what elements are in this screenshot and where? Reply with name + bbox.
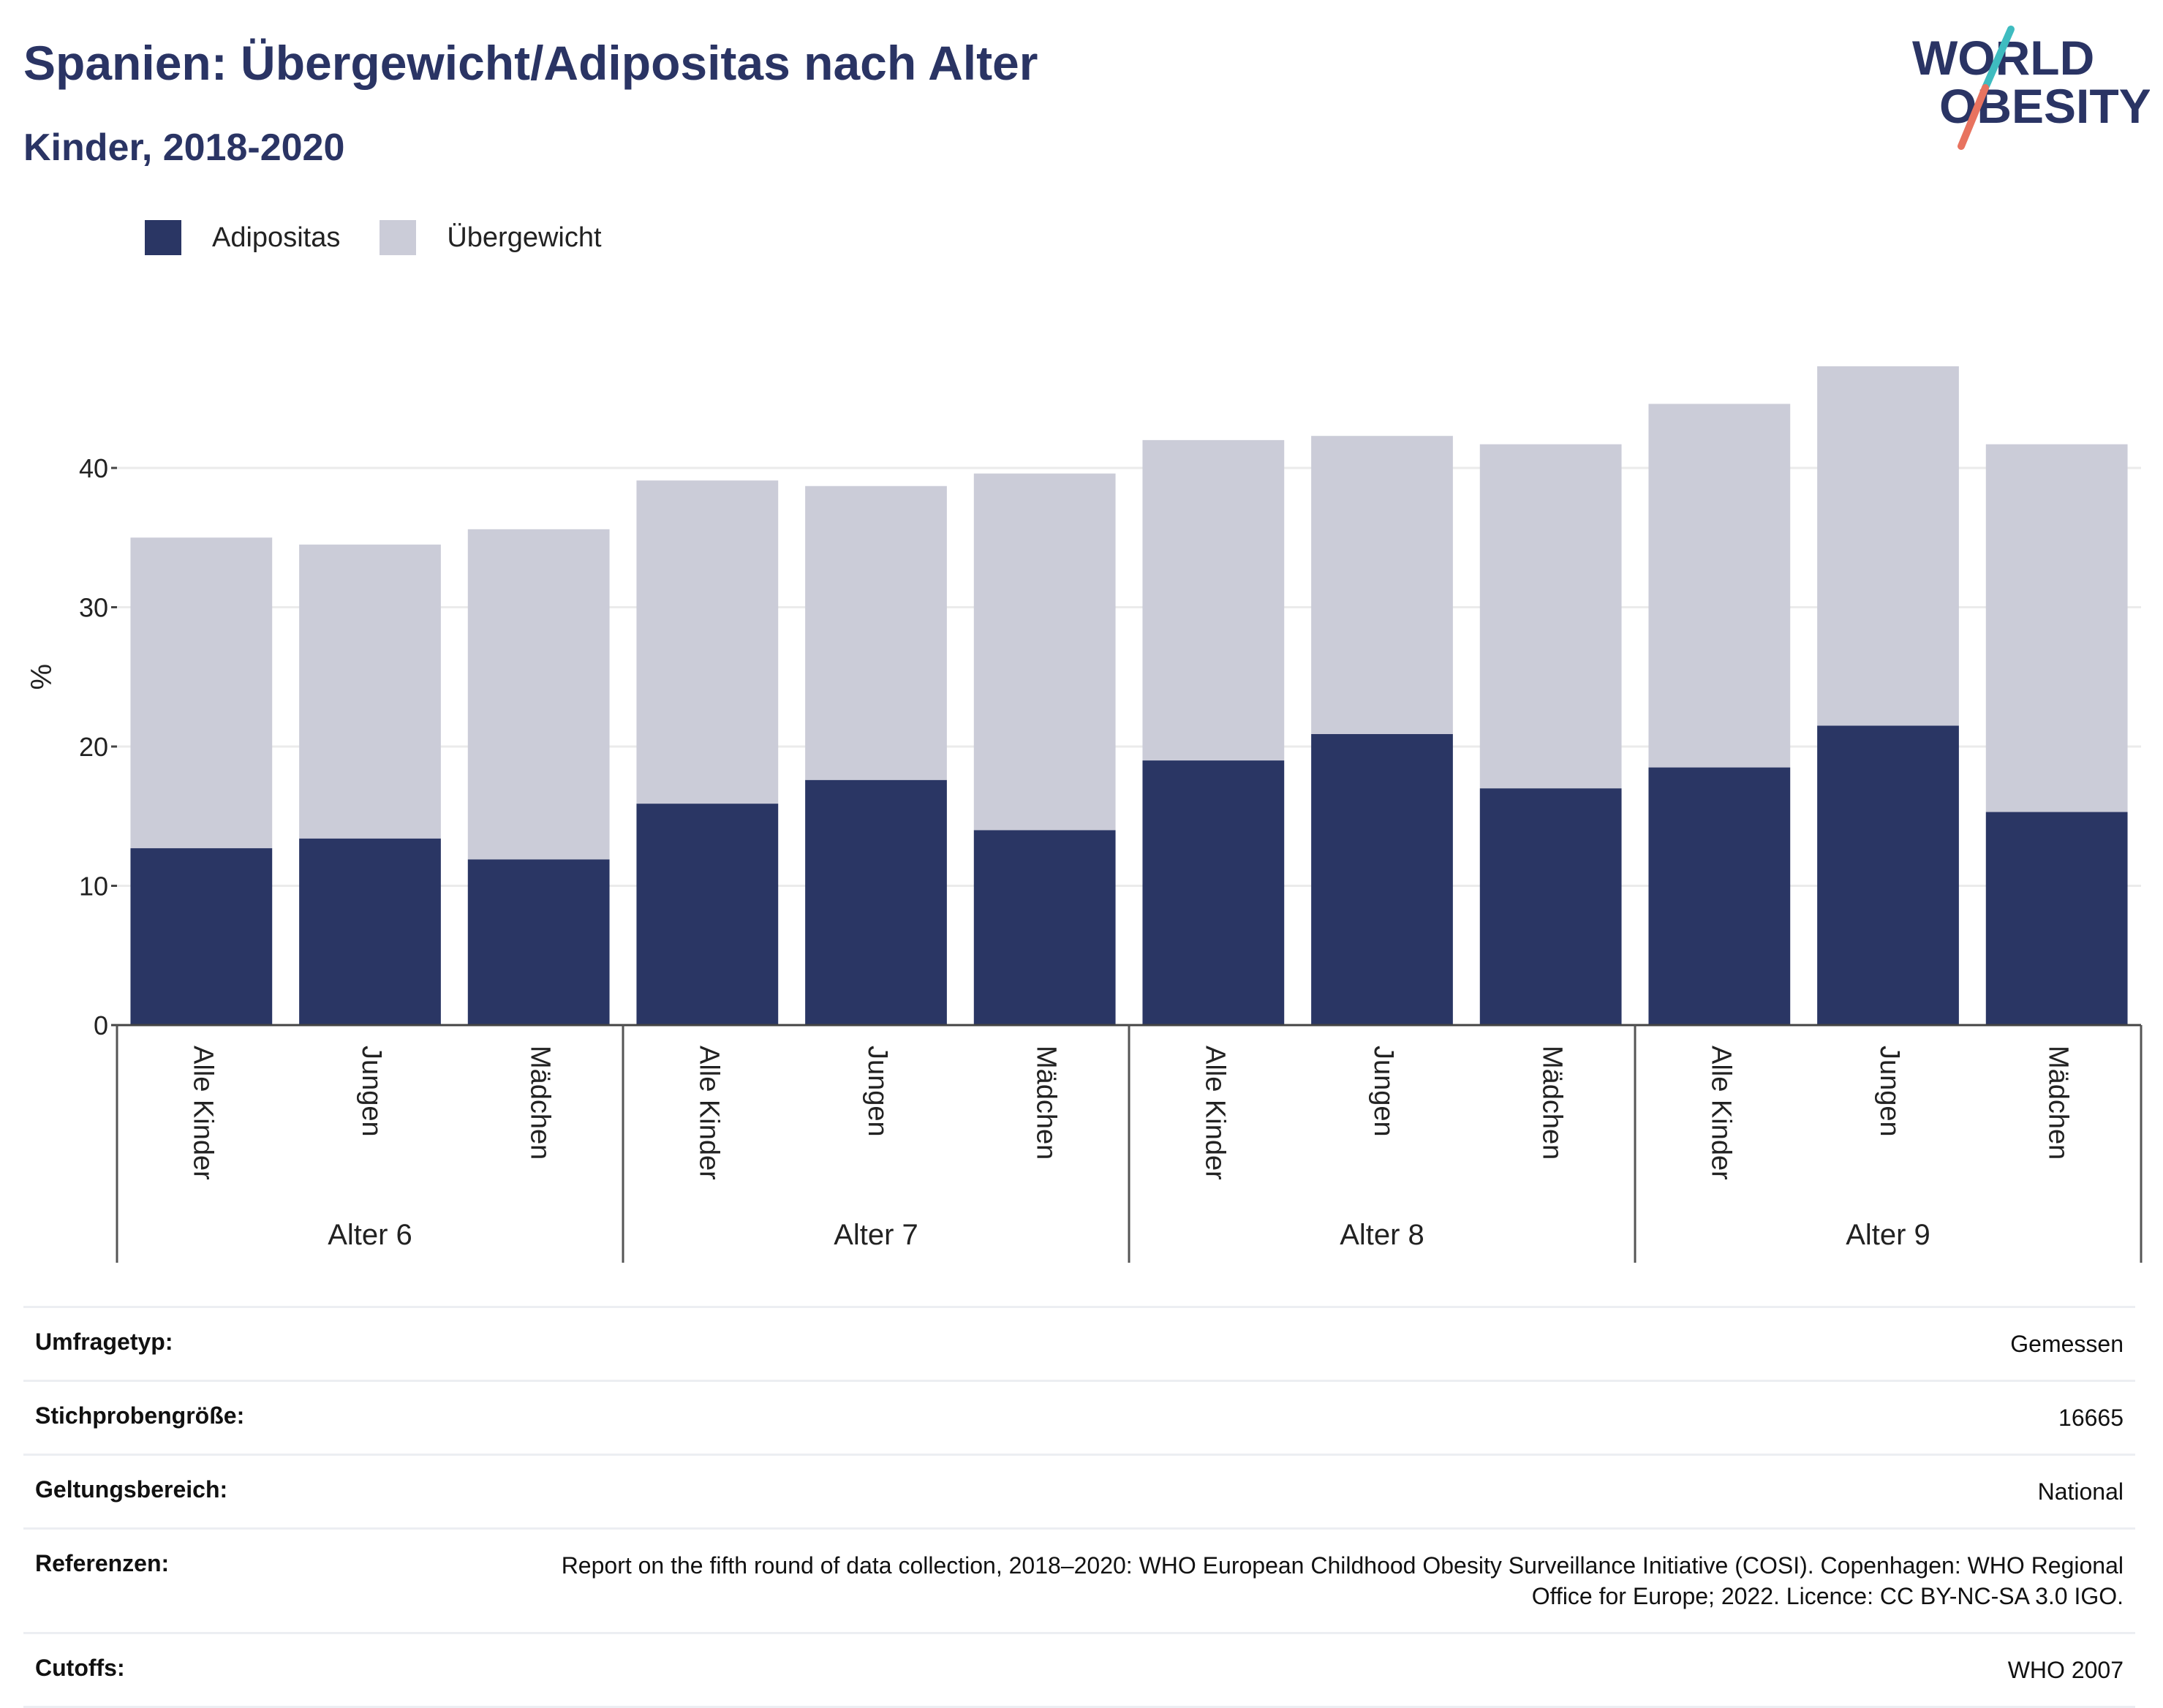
bar-uebergewicht — [973, 473, 1116, 831]
bar-uebergewicht — [805, 485, 947, 780]
meta-value: WHO 2007 — [486, 1632, 2135, 1708]
x-group-label: Alter 7 — [834, 1219, 918, 1251]
x-category-label: Alle Kinder — [1199, 1046, 1230, 1180]
bar-adipositas — [130, 848, 273, 1025]
y-tick-label: 20 — [79, 732, 108, 762]
bar-uebergewicht — [130, 537, 273, 849]
bar-uebergewicht — [1648, 404, 1791, 768]
bar-adipositas — [805, 779, 947, 1025]
bar-uebergewicht — [1142, 439, 1285, 761]
meta-key: Referenzen: — [23, 1527, 486, 1633]
x-category-label: Jungen — [862, 1046, 893, 1137]
y-tick-label: 10 — [79, 872, 108, 902]
x-group-label: Alter 8 — [1340, 1219, 1424, 1251]
legend-label-uebergewicht: Übergewicht — [447, 222, 602, 253]
meta-value: Gemessen — [486, 1306, 2135, 1381]
bar-uebergewicht — [1311, 436, 1453, 734]
logo-slash-coral — [1958, 84, 1989, 150]
bar-adipositas — [636, 804, 779, 1025]
x-category-label: Mädchen — [2043, 1046, 2074, 1160]
x-category-label: Alle Kinder — [1705, 1046, 1736, 1180]
bar-adipositas — [1142, 760, 1285, 1025]
x-category-label: Jungen — [1874, 1046, 1905, 1137]
x-category-label: Mädchen — [525, 1046, 556, 1160]
bar-uebergewicht — [467, 529, 610, 860]
bar-uebergewicht — [636, 480, 779, 804]
y-axis-title: % — [26, 664, 58, 690]
bar-uebergewicht — [1479, 444, 1622, 789]
chart-legend: Adipositas Übergewicht — [145, 216, 641, 260]
x-category-label: Mädchen — [1537, 1046, 1568, 1160]
y-tick-label: 30 — [79, 593, 108, 623]
bar-uebergewicht — [299, 544, 441, 839]
x-category-label: Alle Kinder — [187, 1046, 218, 1180]
meta-row-scope: Geltungsbereich: National — [23, 1454, 2135, 1529]
bar-adipositas — [299, 838, 441, 1025]
legend-item-adipositas[interactable]: Adipositas — [145, 220, 340, 255]
legend-swatch-uebergewicht — [380, 220, 417, 255]
x-category-label: Mädchen — [1031, 1046, 1062, 1160]
meta-value: Report on the fifth round of data collec… — [486, 1527, 2135, 1633]
y-tick-label: 0 — [94, 1010, 108, 1040]
meta-row-sample-size: Stichprobengröße: 16665 — [23, 1380, 2135, 1455]
stacked-bar-chart: 0 10 20 30 40% Alle Kinder Jungen Mädchen Alle K… — [26, 366, 2143, 1263]
meta-key: Stichprobengröße: — [23, 1380, 486, 1455]
chart-title: Spanien: Übergewicht/Adipositas nach Alt… — [23, 36, 1038, 90]
bar-adipositas — [1985, 812, 2128, 1025]
x-group-label: Alter 9 — [1846, 1219, 1930, 1251]
meta-value: 16665 — [486, 1380, 2135, 1455]
legend-swatch-adipositas — [145, 220, 181, 255]
meta-key: Geltungsbereich: — [23, 1454, 486, 1529]
bar-adipositas — [467, 859, 610, 1025]
chart-subtitle: Kinder, 2018-2020 — [23, 126, 345, 169]
x-group-label: Alter 6 — [328, 1219, 412, 1251]
bar-adipositas — [1817, 725, 1959, 1025]
meta-row-survey-type: Umfragetyp: Gemessen — [23, 1306, 2135, 1381]
x-category-label: Alle Kinder — [693, 1046, 724, 1180]
meta-value: National — [486, 1454, 2135, 1529]
survey-metadata-table: Umfragetyp: Gemessen Stichprobengröße: 1… — [23, 1306, 2135, 1708]
legend-label-adipositas: Adipositas — [212, 222, 341, 253]
x-category-label: Jungen — [356, 1046, 387, 1137]
bar-adipositas — [1479, 788, 1622, 1025]
bar-uebergewicht — [1817, 366, 1959, 726]
bar-uebergewicht — [1985, 444, 2128, 812]
bar-adipositas — [1311, 733, 1453, 1025]
world-obesity-logo: WORLD OBESITY — [1912, 26, 2150, 150]
meta-row-references: Referenzen: Report on the fifth round of… — [23, 1527, 2135, 1633]
bar-adipositas — [973, 830, 1116, 1025]
y-tick-label: 40 — [79, 453, 108, 483]
meta-row-cutoffs: Cutoffs: WHO 2007 — [23, 1632, 2135, 1708]
logo-slash-teal — [1982, 26, 2015, 91]
bar-adipositas — [1648, 767, 1791, 1025]
x-category-label: Jungen — [1368, 1046, 1399, 1137]
meta-key: Cutoffs: — [23, 1632, 486, 1708]
legend-item-uebergewicht[interactable]: Übergewicht — [380, 220, 602, 255]
meta-key: Umfragetyp: — [23, 1306, 486, 1381]
